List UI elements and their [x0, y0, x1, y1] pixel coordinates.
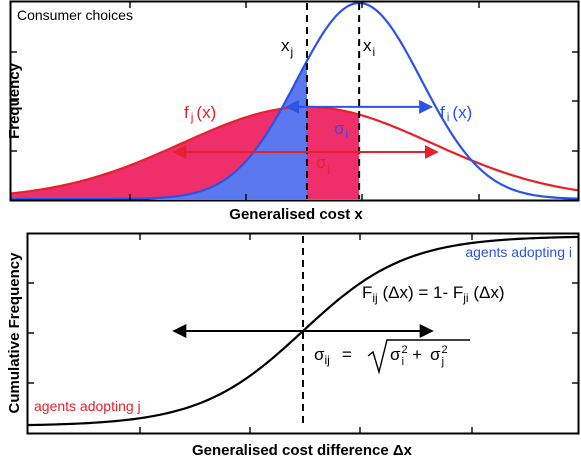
- top-panel: Consumer choices xj xi f j (x) f i (x) σi σj…: [6, 0, 580, 223]
- bottom-y-ticks: [27, 282, 579, 384]
- sigma-i-label: σi: [334, 119, 348, 141]
- sigma-ij-formula: σij = σ2 i + σ2 j: [314, 339, 470, 375]
- top-panel-title: Consumer choices: [17, 7, 133, 23]
- xj-label: xj: [281, 36, 293, 59]
- bottom-panel: agents adopting i agents adopting j Fij …: [6, 232, 580, 459]
- relation-formula: Fij (Δx) = 1- Fji (Δx): [362, 283, 505, 305]
- series-fi-label: f i (x): [440, 103, 472, 124]
- bottom-x-axis-label: Generalised cost difference Δx: [192, 442, 413, 459]
- bottom-y-axis-label: Cumulative Frequency: [6, 252, 23, 414]
- adopting-j-label: agents adopting j: [34, 398, 141, 414]
- sqrt-symbol: [367, 339, 470, 375]
- series-fi-line: [11, 1, 579, 201]
- top-x-ticks: [129, 1, 480, 201]
- adopting-i-label: agents adopting i: [465, 244, 572, 260]
- xi-label: xi: [363, 36, 375, 59]
- sigma-j-label: σj: [316, 153, 330, 175]
- svg-text:σ2i+σ2j: σ2 i + σ2 j: [390, 344, 448, 368]
- blue-fill-region: [11, 60, 307, 199]
- top-y-ticks: [10, 51, 579, 152]
- svg-text:σij=: σij =: [314, 345, 352, 367]
- series-fj-label: f j (x): [184, 103, 216, 124]
- top-x-axis-label: Generalised cost x: [229, 206, 363, 223]
- bottom-x-ticks: [139, 233, 473, 434]
- top-y-axis-label: Frequency: [6, 62, 23, 139]
